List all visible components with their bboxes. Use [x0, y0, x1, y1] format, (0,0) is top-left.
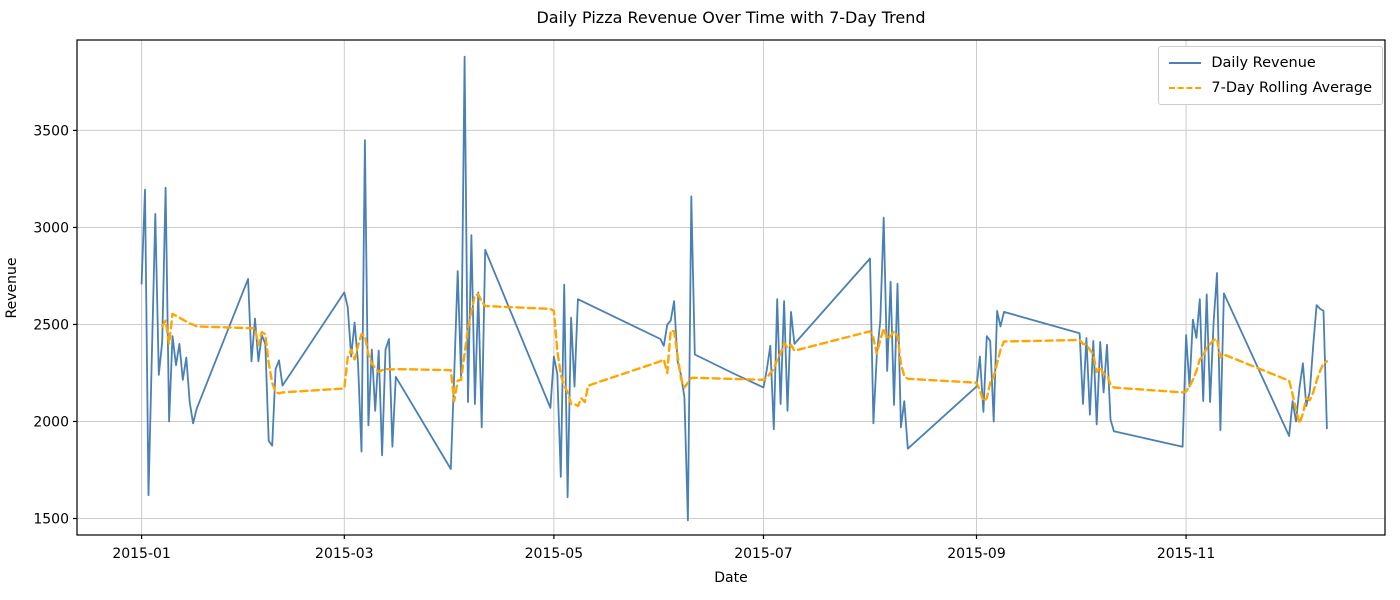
chart-legend: Daily Revenue 7-Day Rolling Average [1158, 46, 1383, 105]
legend-label-rolling-average: 7-Day Rolling Average [1211, 80, 1372, 96]
x-tick-label: 2015-05 [525, 546, 584, 562]
plot-border [76, 39, 1386, 536]
legend-label-daily-revenue: Daily Revenue [1211, 55, 1316, 71]
axis-ticks: 1500 2000 2500 3000 3500 2015-01 2015-03 2015-0… [33, 123, 1215, 562]
grid-lines [77, 40, 1385, 535]
x-tick-label: 2015-03 [315, 546, 374, 562]
y-tick-label: 2000 [33, 414, 69, 430]
daily-revenue-line-swatch [1169, 62, 1202, 64]
legend-item-rolling-average: 7-Day Rolling Average [1169, 80, 1372, 96]
x-axis-label: Date [714, 570, 748, 586]
y-tick-label: 1500 [33, 512, 69, 528]
x-tick-label: 2015-11 [1157, 546, 1216, 562]
y-tick-label: 3500 [33, 123, 69, 139]
daily-revenue-line [140, 55, 1328, 522]
y-tick-label: 2500 [33, 317, 69, 333]
x-tick-label: 2015-07 [734, 546, 793, 562]
x-tick-label: 2015-09 [947, 546, 1006, 562]
x-tick-label: 2015-01 [112, 546, 171, 562]
y-axis-label: Revenue [4, 257, 20, 319]
rolling-average-line-swatch [1169, 87, 1202, 89]
legend-item-daily-revenue: Daily Revenue [1169, 55, 1372, 71]
chart-title: Daily Pizza Revenue Over Time with 7-Day… [536, 8, 926, 27]
y-tick-label: 3000 [33, 220, 69, 236]
rolling-average-line [160, 293, 1329, 425]
